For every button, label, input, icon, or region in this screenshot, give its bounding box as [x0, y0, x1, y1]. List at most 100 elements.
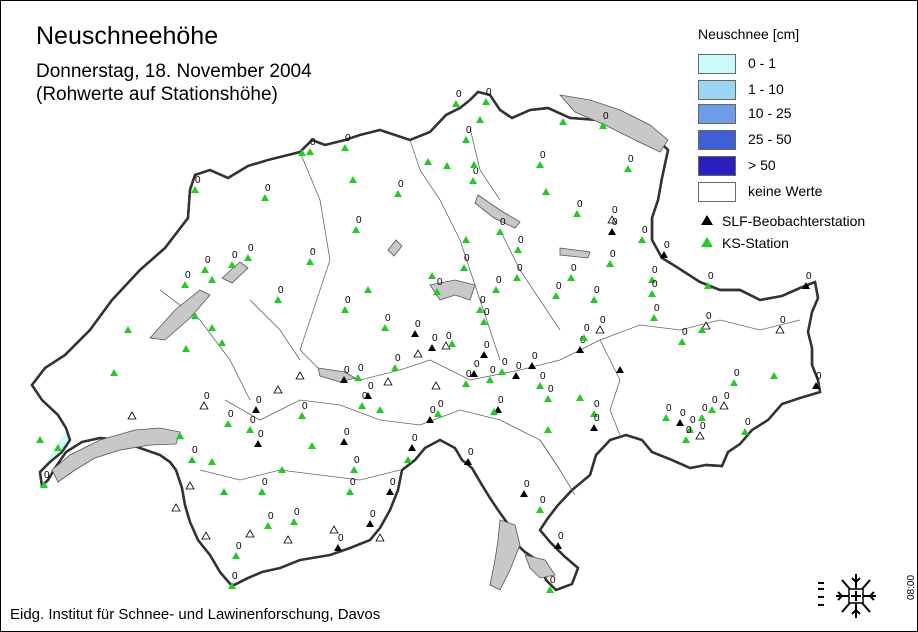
ks-station-marker — [261, 194, 269, 201]
station-value-label: 0 — [265, 183, 271, 194]
station-value-label: 0 — [430, 405, 436, 416]
station-value-label: 0 — [516, 361, 522, 372]
station-marker-outline — [199, 401, 209, 410]
ks-station-marker — [228, 582, 236, 589]
station-value-label: 0 — [278, 285, 284, 296]
station-value-label: 0 — [258, 429, 264, 440]
station-value-label: 0 — [192, 445, 198, 456]
station-marker-outline — [201, 531, 211, 540]
slf-station-marker — [411, 330, 419, 337]
station-value-label: 0 — [438, 399, 444, 410]
ks-station-marker — [176, 432, 184, 439]
lake-thun — [317, 367, 357, 383]
station-value-label: 0 — [571, 263, 577, 274]
station-value-label: 0 — [652, 265, 658, 276]
slf-station-marker — [802, 282, 810, 289]
station-value-label: 0 — [540, 495, 546, 506]
station-value-label: 0 — [700, 421, 706, 432]
station-value-label: 0 — [432, 333, 438, 344]
station-value-label: 0 — [358, 363, 364, 374]
legend-swatch — [698, 104, 736, 124]
station-value-label: 0 — [594, 413, 600, 424]
station-value-label: 0 — [456, 89, 462, 100]
station-value-label: 0 — [486, 87, 492, 98]
ks-station-marker — [576, 394, 584, 401]
ks-station-marker — [544, 395, 552, 402]
ks-station-marker — [306, 148, 314, 155]
ks-station-marker — [341, 144, 349, 151]
black-triangle-icon — [701, 215, 713, 225]
station-marker-outline — [127, 411, 137, 420]
ks-station-marker — [544, 426, 552, 433]
station-value-label: 0 — [686, 425, 692, 436]
ks-station-marker — [244, 254, 252, 261]
ks-station-marker — [341, 306, 349, 313]
station-value-label: 0 — [356, 215, 362, 226]
legend-swatch — [698, 156, 736, 176]
ks-station-marker — [274, 296, 282, 303]
legend-label: > 50 — [748, 157, 776, 173]
ks-station-marker — [54, 444, 62, 451]
ks-station-marker — [443, 162, 451, 169]
station-value-label: 0 — [385, 313, 391, 324]
station-value-label: 0 — [44, 470, 50, 481]
station-value-label: 0 — [294, 507, 300, 518]
slf-station-marker — [408, 444, 416, 451]
slf-station-marker — [512, 372, 520, 379]
station-value-label: 0 — [268, 511, 274, 522]
station-marker-outline — [295, 371, 305, 380]
station-value-label: 0 — [610, 249, 616, 260]
station-value-label: 0 — [310, 137, 316, 148]
station-value-label: 0 — [806, 271, 812, 282]
legend-swatch — [698, 54, 736, 74]
ks-station-marker — [346, 488, 354, 495]
station-value-label: 0 — [550, 575, 556, 586]
ks-station-marker — [376, 406, 384, 413]
lake-zurich — [474, 194, 521, 229]
station-value-label: 0 — [745, 417, 751, 428]
station-value-label: 0 — [680, 408, 686, 419]
station-value-label: 0 — [724, 391, 730, 402]
ks-station-marker — [232, 552, 240, 559]
station-value-label: 0 — [584, 323, 590, 334]
ks-station-marker — [650, 314, 658, 321]
ks-station-marker — [462, 136, 470, 143]
ks-station-marker — [228, 261, 236, 268]
ks-station-marker — [624, 165, 632, 172]
ks-station-marker — [433, 288, 441, 295]
station-value-label: 0 — [712, 395, 718, 406]
station-value-label: 0 — [496, 275, 502, 286]
green-triangle-icon — [701, 237, 713, 247]
station-value-label: 0 — [466, 125, 472, 136]
station-value-label: 0 — [437, 277, 443, 288]
legend-row-slf-station: SLF-Beobachterstation — [698, 212, 898, 232]
ks-station-marker — [567, 274, 575, 281]
ks-station-marker — [306, 258, 314, 265]
ks-station-marker — [708, 406, 716, 413]
station-marker-outline — [441, 341, 451, 350]
station-value-label: 0 — [232, 250, 238, 261]
ks-station-marker — [698, 414, 706, 421]
station-marker-outline — [431, 381, 441, 390]
legend-row-ks-station: KS-Station — [698, 234, 898, 254]
legend-label: 0 - 1 — [748, 55, 777, 71]
station-marker-outline — [595, 325, 605, 334]
slf-station-marker — [528, 362, 536, 369]
ks-station-marker — [546, 586, 554, 593]
station-value-label: 0 — [474, 359, 480, 370]
ks-station-marker — [258, 488, 266, 495]
ks-station-marker — [480, 318, 488, 325]
slf-station-marker — [252, 406, 260, 413]
station-value-label: 0 — [540, 150, 546, 161]
ks-station-marker — [704, 282, 712, 289]
lake-sempach — [387, 239, 403, 257]
ks-station-marker — [181, 281, 189, 288]
legend-label: 10 - 25 — [748, 105, 792, 121]
station-value-label: 0 — [666, 403, 672, 414]
station-value-label: 0 — [415, 319, 421, 330]
station-value-label: 0 — [556, 281, 562, 292]
ks-station-marker — [462, 380, 470, 387]
slf-station-marker — [576, 346, 584, 353]
station-value-label: 0 — [250, 415, 256, 426]
ks-station-marker — [220, 488, 228, 495]
